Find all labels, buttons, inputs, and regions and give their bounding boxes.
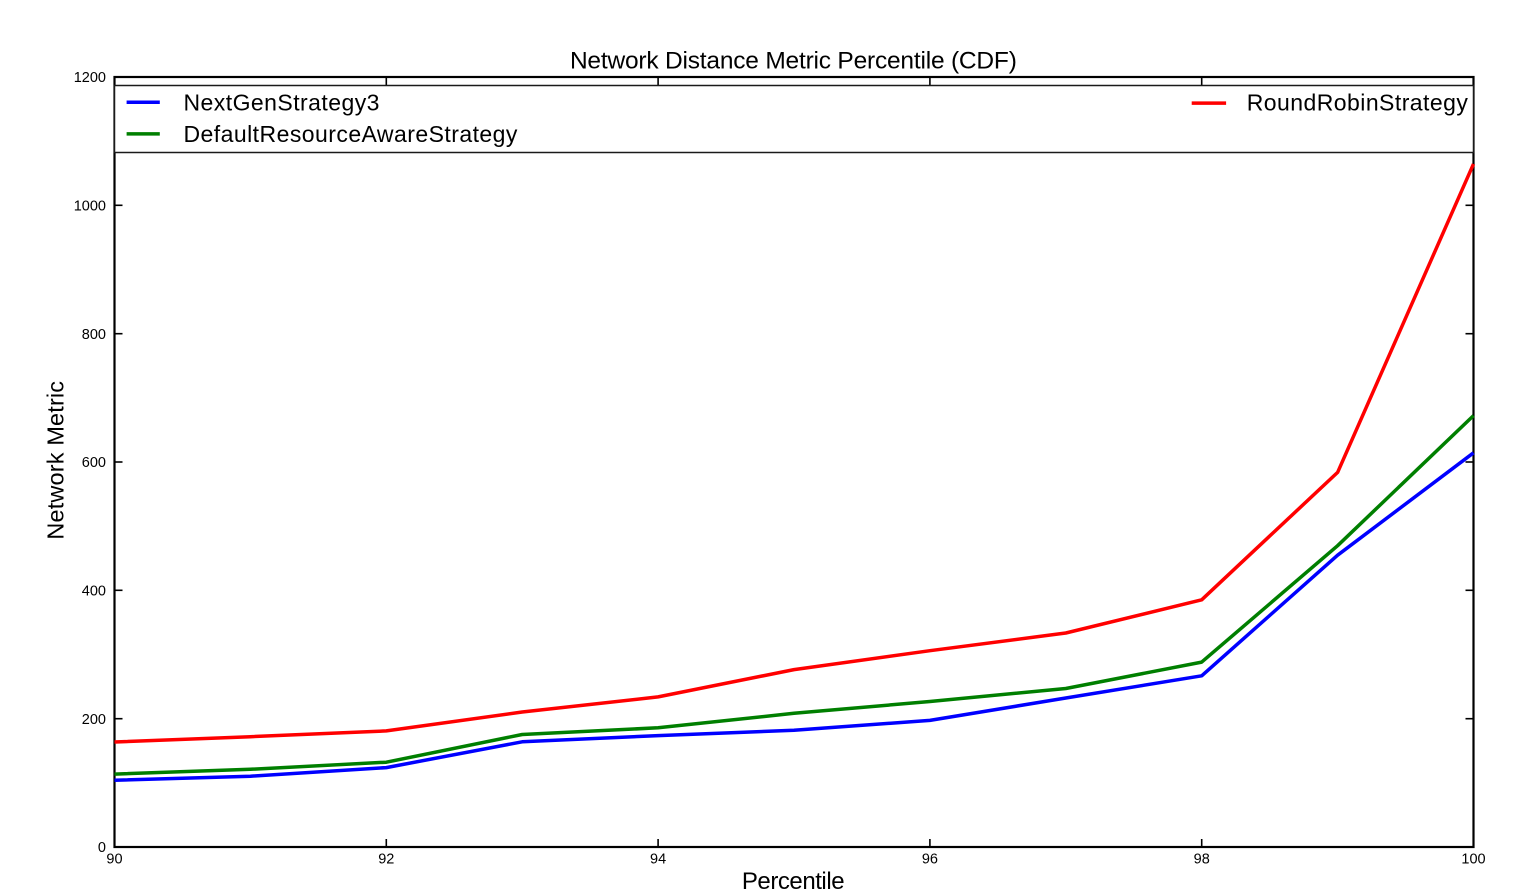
svg-text:NextGenStrategy3: NextGenStrategy3	[184, 89, 380, 115]
svg-text:96: 96	[922, 852, 938, 868]
svg-text:1000: 1000	[74, 199, 106, 215]
svg-text:DefaultResourceAwareStrategy: DefaultResourceAwareStrategy	[184, 121, 518, 147]
svg-text:0: 0	[98, 840, 106, 856]
svg-text:Network Distance Metric Percen: Network Distance Metric Percentile (CDF)	[570, 48, 1017, 75]
svg-text:200: 200	[82, 712, 106, 728]
svg-text:Network Metric: Network Metric	[42, 381, 68, 540]
svg-text:1200: 1200	[74, 70, 106, 86]
svg-text:94: 94	[650, 852, 666, 868]
svg-text:600: 600	[82, 455, 106, 471]
svg-text:Percentile: Percentile	[742, 868, 844, 894]
svg-text:90: 90	[106, 852, 122, 868]
svg-text:92: 92	[378, 852, 394, 868]
svg-text:98: 98	[1194, 852, 1210, 868]
svg-text:400: 400	[82, 584, 106, 600]
svg-text:RoundRobinStrategy: RoundRobinStrategy	[1247, 90, 1469, 116]
svg-text:800: 800	[82, 327, 106, 343]
svg-text:100: 100	[1461, 852, 1485, 868]
